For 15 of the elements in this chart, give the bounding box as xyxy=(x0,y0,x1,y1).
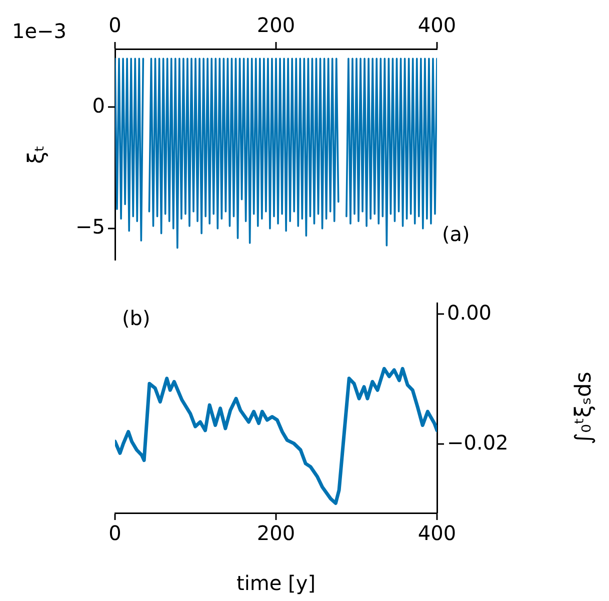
y-tick-label: 0.00 xyxy=(447,300,492,324)
annotation: (b) xyxy=(122,306,150,330)
text: (a) xyxy=(442,222,470,246)
x-tick-label: 0 xyxy=(108,13,122,38)
x-tick-label: 0 xyxy=(108,521,122,546)
x-tick-label: 200 xyxy=(256,521,296,546)
x-tick-label: 400 xyxy=(418,13,456,38)
text: 1e−3 xyxy=(12,19,67,44)
x-axis-title: time [y] xyxy=(236,571,316,596)
y-tick-label: −5 xyxy=(76,214,105,239)
y-axis-title: ξₜ xyxy=(24,145,50,164)
y-axis-title: ∫₀ᵗξₛds xyxy=(572,372,597,444)
y-tick-label: −0.02 xyxy=(447,430,508,454)
x-tick-label: 200 xyxy=(256,13,296,38)
x-tick-label: 400 xyxy=(418,521,456,546)
